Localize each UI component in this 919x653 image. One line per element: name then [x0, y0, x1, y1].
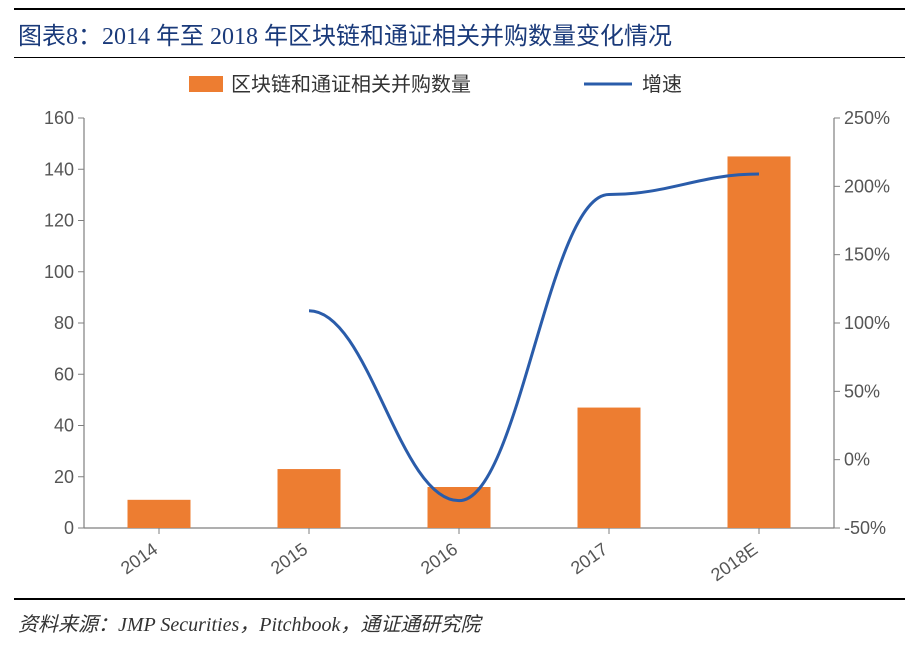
svg-text:2016: 2016 — [417, 539, 461, 578]
svg-text:40: 40 — [54, 416, 74, 436]
svg-text:2015: 2015 — [267, 539, 311, 578]
svg-text:100%: 100% — [844, 313, 890, 333]
svg-text:140: 140 — [44, 159, 74, 179]
bar — [128, 500, 191, 528]
svg-text:2017: 2017 — [567, 539, 611, 578]
svg-text:60: 60 — [54, 364, 74, 384]
bar — [728, 156, 791, 528]
svg-text:150%: 150% — [844, 245, 890, 265]
svg-text:2018E: 2018E — [707, 539, 761, 585]
chart-area: 0 20 40 60 80 100 120 140 160 -50% 0% 50% 100% 150% 20… — [14, 58, 905, 598]
svg-text:20: 20 — [54, 467, 74, 487]
chart-svg: 0 20 40 60 80 100 120 140 160 -50% 0% 50% 100% 150% 20… — [14, 58, 905, 598]
svg-text:100: 100 — [44, 262, 74, 282]
svg-text:80: 80 — [54, 313, 74, 333]
legend-bar-label: 区块链和通证相关并购数量 — [231, 73, 471, 96]
source-caption: 资料来源：JMP Securities，Pitchbook，通证通研究院 — [14, 598, 905, 637]
svg-text:-50%: -50% — [844, 518, 886, 538]
legend-bar-swatch — [189, 76, 223, 92]
svg-text:0: 0 — [64, 518, 74, 538]
svg-text:160: 160 — [44, 108, 74, 128]
svg-text:120: 120 — [44, 211, 74, 231]
svg-text:200%: 200% — [844, 176, 890, 196]
svg-text:50%: 50% — [844, 381, 880, 401]
svg-text:2014: 2014 — [117, 539, 161, 578]
bar — [578, 408, 641, 528]
chart-title: 图表8：2014 年至 2018 年区块链和通证相关并购数量变化情况 — [14, 8, 905, 58]
legend-line-label: 增速 — [642, 73, 682, 96]
bar — [278, 469, 341, 528]
svg-text:0%: 0% — [844, 450, 870, 470]
svg-text:250%: 250% — [844, 108, 890, 128]
growth-line — [309, 174, 759, 501]
